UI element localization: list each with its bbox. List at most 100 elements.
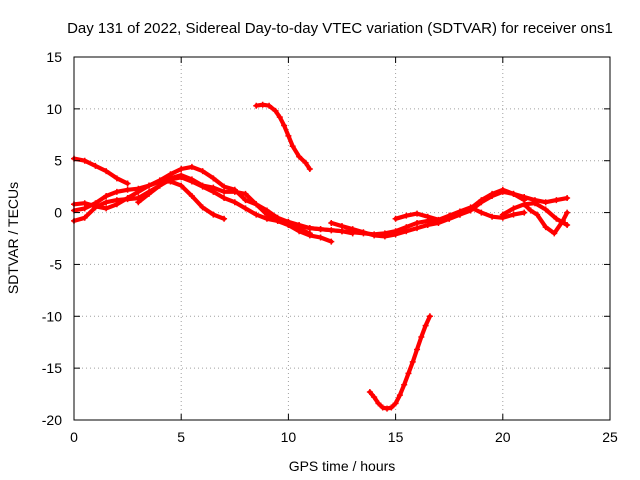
data-point — [199, 204, 206, 211]
x-tick-label: 5 — [177, 429, 185, 445]
y-tick-label: 15 — [46, 49, 62, 65]
y-tick-label: -5 — [50, 256, 63, 272]
x-axis-label: GPS time / hours — [289, 458, 396, 474]
y-tick-label: 10 — [46, 101, 62, 117]
y-tick-label: -15 — [42, 360, 62, 376]
plot-frame — [73, 56, 611, 421]
data-point — [167, 171, 174, 178]
data-point — [296, 153, 303, 160]
data-point — [81, 200, 88, 207]
data-point — [564, 222, 571, 229]
data-point — [113, 188, 120, 195]
data-point — [113, 201, 120, 208]
data-point — [371, 394, 378, 401]
data-point — [272, 107, 279, 114]
data-point — [178, 174, 185, 181]
x-tick-label: 15 — [388, 429, 404, 445]
data-point — [263, 214, 270, 221]
series-arc-high-lat — [254, 102, 312, 172]
data-point — [422, 322, 429, 329]
data-point — [409, 358, 416, 365]
data-point — [379, 404, 386, 411]
data-point — [392, 215, 399, 222]
data-point — [414, 219, 421, 226]
data-point — [401, 381, 408, 388]
data-point — [388, 404, 395, 411]
y-tick-label: 0 — [54, 205, 62, 221]
data-point — [266, 102, 273, 109]
data-point — [113, 175, 120, 182]
data-point — [156, 182, 163, 189]
data-point — [135, 185, 142, 192]
x-tick-label: 25 — [602, 429, 618, 445]
data-point — [210, 175, 217, 182]
data-point — [253, 102, 260, 109]
data-point — [167, 176, 174, 183]
data-point — [396, 392, 403, 399]
data-point — [92, 162, 99, 169]
data-point — [435, 216, 442, 223]
data-point — [414, 225, 421, 232]
data-point — [349, 226, 356, 233]
data-point — [446, 212, 453, 219]
data-point — [551, 230, 558, 237]
data-point — [210, 188, 217, 195]
data-point — [478, 197, 485, 204]
data-point — [188, 192, 195, 199]
data-point — [328, 219, 335, 226]
data-point — [199, 168, 206, 175]
data-point — [392, 231, 399, 238]
data-point — [210, 211, 217, 218]
data-point — [414, 210, 421, 217]
data-point — [156, 177, 163, 184]
data-point — [317, 226, 324, 233]
data-point — [521, 201, 528, 208]
data-point — [259, 101, 266, 108]
data-point — [302, 159, 309, 166]
data-point — [285, 218, 292, 225]
data-point — [405, 370, 412, 377]
data-point — [124, 195, 131, 202]
data-point — [418, 334, 425, 341]
data-point — [242, 197, 249, 204]
data-point — [360, 229, 367, 236]
data-point — [135, 199, 142, 206]
data-point — [124, 180, 131, 187]
data-point — [253, 201, 260, 208]
data-point — [178, 182, 185, 189]
data-point — [146, 182, 153, 189]
data-point — [146, 190, 153, 197]
data-point — [521, 209, 528, 216]
data-point — [564, 195, 571, 202]
data-point — [306, 225, 313, 232]
data-point — [188, 178, 195, 185]
data-point — [339, 228, 345, 235]
data-point — [289, 143, 296, 150]
data-point — [221, 195, 228, 202]
x-tick-label: 0 — [70, 429, 78, 445]
series-arc-morning-high — [71, 156, 130, 186]
grid — [74, 57, 610, 420]
data-point — [81, 157, 88, 164]
data-point — [403, 212, 410, 219]
y-tick-label: -10 — [42, 308, 62, 324]
data-point — [381, 233, 388, 240]
data-point — [510, 211, 517, 218]
data-point — [231, 186, 238, 193]
data-point — [499, 186, 506, 193]
data-point — [317, 234, 324, 241]
data-point — [553, 215, 560, 222]
data-point — [510, 190, 517, 197]
data-point — [242, 205, 249, 212]
data-point — [253, 211, 260, 218]
data-point — [542, 224, 549, 231]
x-tick-label: 10 — [281, 429, 297, 445]
chart-title: Day 131 of 2022, Sidereal Day-to-day VTE… — [67, 20, 613, 37]
data-point — [375, 400, 382, 407]
data-point — [306, 230, 313, 237]
data-point — [103, 205, 110, 212]
data-point — [306, 166, 313, 173]
y-axis-label: SDTVAR / TECUs — [5, 182, 21, 294]
data-point — [424, 222, 431, 229]
data-point — [281, 122, 288, 129]
